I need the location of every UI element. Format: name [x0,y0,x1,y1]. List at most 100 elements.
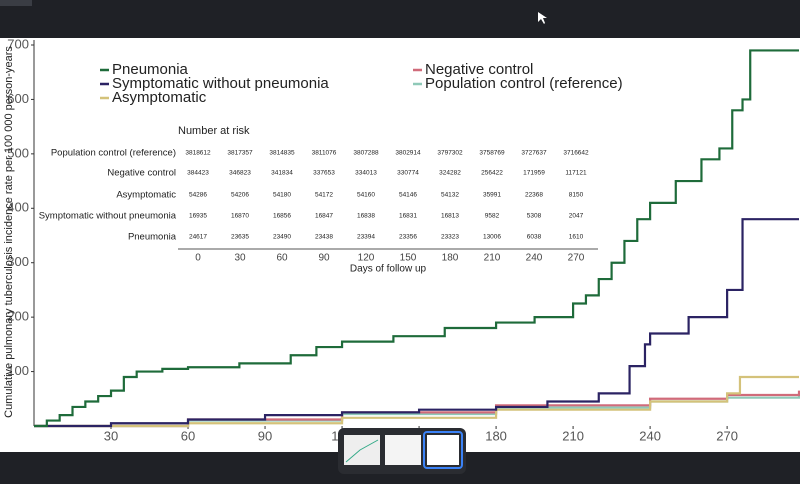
x-tick-label: 240 [639,428,661,443]
legend-label: Population control (reference) [425,75,623,92]
risk-cell: 3807288 [353,150,379,157]
x-tick-label: 180 [485,428,507,443]
y-tick-label: 500 [7,145,29,160]
risk-cell: 171959 [523,170,545,177]
risk-cell: 337653 [313,170,335,177]
cursor [538,12,547,24]
risk-cell: 8150 [569,192,584,199]
risk-day-label: 60 [276,253,288,264]
x-tick-label: 210 [562,428,584,443]
risk-cell: 54286 [189,192,207,199]
y-tick-label: 100 [7,363,29,378]
thumbnail[interactable] [344,435,380,465]
risk-cell: 334013 [355,170,377,177]
risk-cell: 6038 [527,234,542,241]
risk-cell: 330774 [397,170,419,177]
top-bar [0,0,800,38]
risk-cell: 54172 [315,192,333,199]
risk-cell: 54132 [441,192,459,199]
risk-cell: 117121 [565,170,587,177]
risk-cell: 341834 [271,170,293,177]
y-tick-label: 600 [7,91,29,106]
step-line [34,49,799,428]
risk-day-label: 90 [318,253,330,264]
step-line [34,375,799,428]
risk-cell: 384423 [187,170,209,177]
risk-cell: 3716642 [563,150,589,157]
risk-cell: 23635 [231,234,249,241]
legend-label: Pneumonia [112,61,189,78]
risk-row-label: Negative control [107,168,176,179]
thumbnail[interactable] [427,435,459,465]
x-tick-label: 60 [181,428,195,443]
risk-cell: 16856 [273,213,291,220]
risk-cell: 3818612 [185,150,211,157]
risk-cell: 256422 [481,170,503,177]
thumbnail-art [345,439,379,463]
y-tick-label: 200 [7,309,29,324]
risk-cell: 3811076 [312,150,337,157]
risk-cell: 324282 [439,170,461,177]
risk-cell: 16870 [231,213,249,220]
x-tick-label: 30 [104,428,118,443]
risk-cell: 13006 [483,234,501,241]
risk-cell: 24617 [189,234,207,241]
risk-cell: 3797302 [437,150,463,157]
risk-day-label: 120 [358,253,375,264]
risk-day-label: 0 [195,253,201,264]
step-line [34,218,799,428]
risk-cell: 54206 [231,192,249,199]
risk-row-label: Symptomatic without pneumonia [39,211,177,222]
thumbnail[interactable] [385,435,421,465]
risk-cell: 9582 [485,213,500,220]
risk-cell: 3817357 [227,150,253,157]
risk-cell: 5308 [527,213,542,220]
risk-day-label: 30 [234,253,246,264]
risk-row-label: Population control (reference) [51,148,176,159]
risk-day-label: 150 [400,253,417,264]
risk-cell: 22368 [525,192,543,199]
y-tick-label: 300 [7,254,29,269]
risk-cell: 23356 [399,234,417,241]
risk-axis-title: Days of follow up [350,264,427,275]
risk-cell: 3814835 [269,150,295,157]
risk-table-title: Number at risk [178,125,250,137]
thumbnail-selected-frame [423,431,463,469]
risk-cell: 23323 [441,234,459,241]
risk-cell: 23438 [315,234,333,241]
risk-cell: 54160 [357,192,375,199]
risk-cell: 3727637 [521,150,547,157]
legend-label: Asymptomatic [112,89,207,106]
y-axis-title: Cumulative pulmonary tuberculosis incide… [3,46,15,418]
risk-day-label: 210 [484,253,501,264]
plot: 1002003004005006007003060901201501802102… [3,36,800,443]
x-tick-label: 270 [716,428,738,443]
risk-day-label: 270 [568,253,585,264]
risk-cell: 23490 [273,234,291,241]
risk-cell: 54146 [399,192,417,199]
risk-cell: 1610 [569,234,584,241]
risk-cell: 16935 [189,213,207,220]
legend-label: Negative control [425,61,533,78]
risk-day-label: 240 [526,253,543,264]
risk-cell: 3758769 [479,150,505,157]
risk-day-label: 180 [442,253,459,264]
x-tick-label: 90 [258,428,272,443]
risk-cell: 2047 [569,213,584,220]
legend-label: Symptomatic without pneumonia [112,75,329,92]
risk-cell: 16847 [315,213,333,220]
risk-row-label: Pneumonia [128,232,177,243]
slide [0,38,800,452]
top-tab [0,0,32,6]
risk-cell: 16838 [357,213,375,220]
risk-cell: 3802914 [395,150,421,157]
risk-row-label: Asymptomatic [116,190,176,201]
risk-cell: 23394 [357,234,375,241]
risk-cell: 35991 [483,192,501,199]
y-tick-label: 400 [7,200,29,215]
risk-cell: 16813 [441,213,459,220]
risk-cell: 54180 [273,192,291,199]
risk-cell: 16831 [399,213,417,220]
y-tick-label: 700 [7,36,29,51]
